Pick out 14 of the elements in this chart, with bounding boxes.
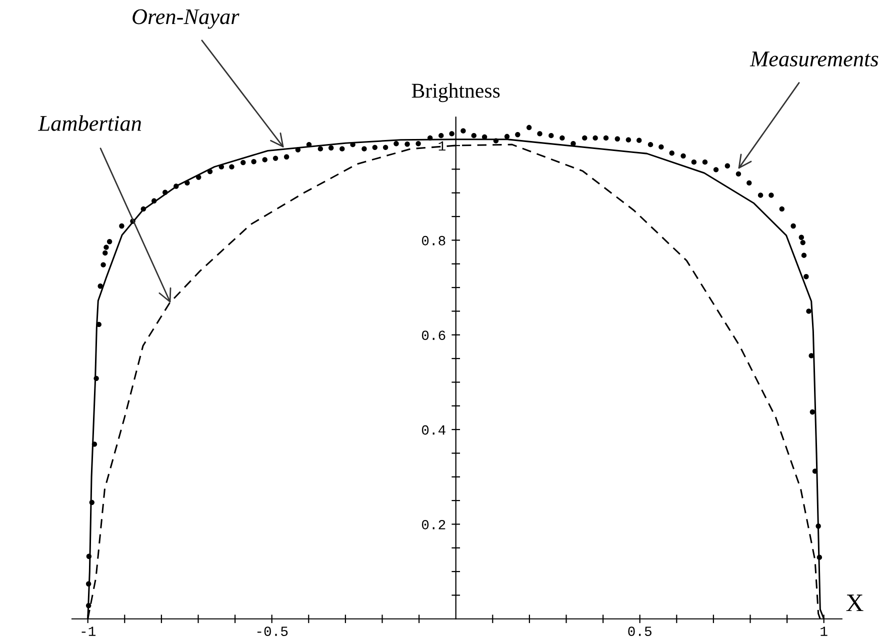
x-tick-label: -0.5 [257,626,288,636]
y-tick-label: 1 [438,141,446,151]
y-tick-label: 0.6 [422,330,446,340]
x-tick-label: -1 [82,626,96,636]
y-axis-title: Brightness [412,83,500,102]
annotation: Lambertian [38,115,142,131]
x-tick-label: 1 [820,626,828,636]
x-axis-title: X [846,594,864,612]
y-tick-label: 0.2 [422,520,446,530]
y-tick-label: 0.8 [422,236,446,246]
annotation: Oren-Nayar [132,9,240,29]
y-tick-label: 0.4 [422,425,446,435]
annotation: Measurements [750,52,878,66]
x-tick-label: 0.5 [628,626,652,636]
